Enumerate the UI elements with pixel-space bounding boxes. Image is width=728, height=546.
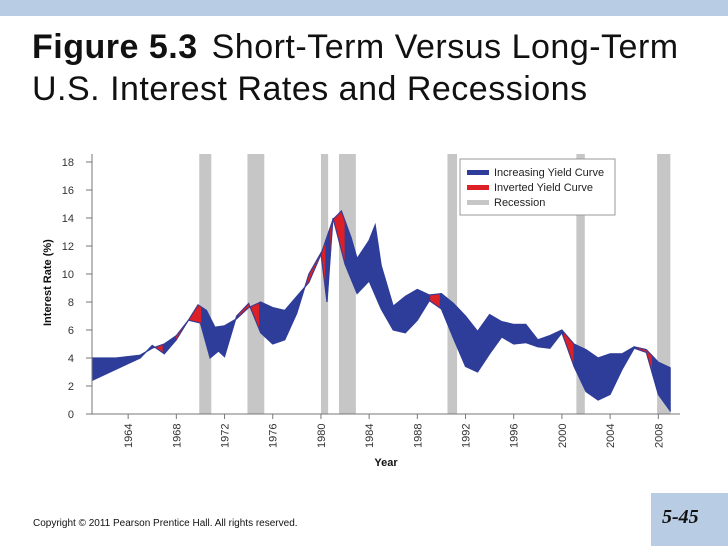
page-number-box (651, 493, 728, 546)
legend-label-1: Increasing Yield Curve (494, 167, 604, 179)
x-tick-label: 1992 (461, 424, 473, 448)
x-tick-label: 1964 (123, 424, 135, 448)
legend-swatch-2 (467, 185, 489, 190)
x-tick-label: 1976 (268, 424, 280, 448)
y-tick-label: 0 (68, 409, 74, 421)
increasing-spread-band-13 (439, 293, 565, 373)
legend-label-3: Recession (494, 197, 545, 209)
x-axis-label: Year (374, 457, 398, 469)
copyright-notice: Copyright © 2011 Pearson Prentice Hall. … (33, 518, 298, 529)
recession-band-6 (576, 154, 585, 414)
y-tick-label: 2 (68, 381, 74, 393)
x-tick-label: 1996 (509, 424, 521, 448)
page-number: 5-45 (662, 506, 699, 528)
y-tick-label: 16 (62, 185, 74, 197)
y-tick-label: 4 (68, 353, 74, 365)
x-tick-label: 1988 (412, 424, 424, 448)
recession-band-2 (247, 154, 265, 414)
y-tick-label: 6 (68, 325, 74, 337)
y-tick-label: 14 (62, 213, 74, 225)
x-tick-label: 1968 (171, 424, 183, 448)
increasing-spread-band-1 (91, 344, 154, 382)
y-tick-label: 8 (68, 297, 74, 309)
slide-title: Figure 5.3 Short-Term Versus Long-Term U.… (32, 26, 712, 110)
increasing-spread-band-11 (344, 220, 431, 334)
figure-title: Short-Term Versus Long-Term U.S. Interes… (32, 28, 679, 108)
y-tick-label: 12 (62, 241, 74, 253)
x-tick-label: 2008 (653, 424, 665, 448)
y-tick-label: 18 (62, 157, 74, 169)
x-tick-label: 1972 (220, 424, 232, 448)
legend-label-2: Inverted Yield Curve (494, 182, 593, 194)
recession-band-5 (447, 154, 458, 414)
long-term-rate-line (92, 209, 671, 369)
recession-band-7 (657, 154, 671, 414)
short-term-rate-line (91, 217, 671, 412)
x-tick-label: 2000 (557, 424, 569, 448)
interest-rate-chart: 0 2 4 6 8 10 12 14 16 18 1964 1968 1972 1976 1980 1984 1… (42, 154, 680, 469)
y-axis-label: Interest Rate (%) (42, 239, 54, 326)
figure-label: Figure 5.3 (32, 28, 198, 66)
y-tick-label: 10 (62, 269, 74, 281)
increasing-spread-band-3 (162, 334, 177, 355)
x-tick-label: 1980 (316, 424, 328, 448)
legend-swatch-3 (467, 200, 489, 205)
legend-swatch-1 (467, 170, 489, 175)
x-tick-label: 2004 (605, 424, 617, 448)
inverted-spread-band-12 (430, 293, 441, 309)
top-accent-bar (0, 0, 728, 16)
recession-band-1 (199, 154, 212, 414)
x-tick-label: 1984 (364, 424, 376, 448)
